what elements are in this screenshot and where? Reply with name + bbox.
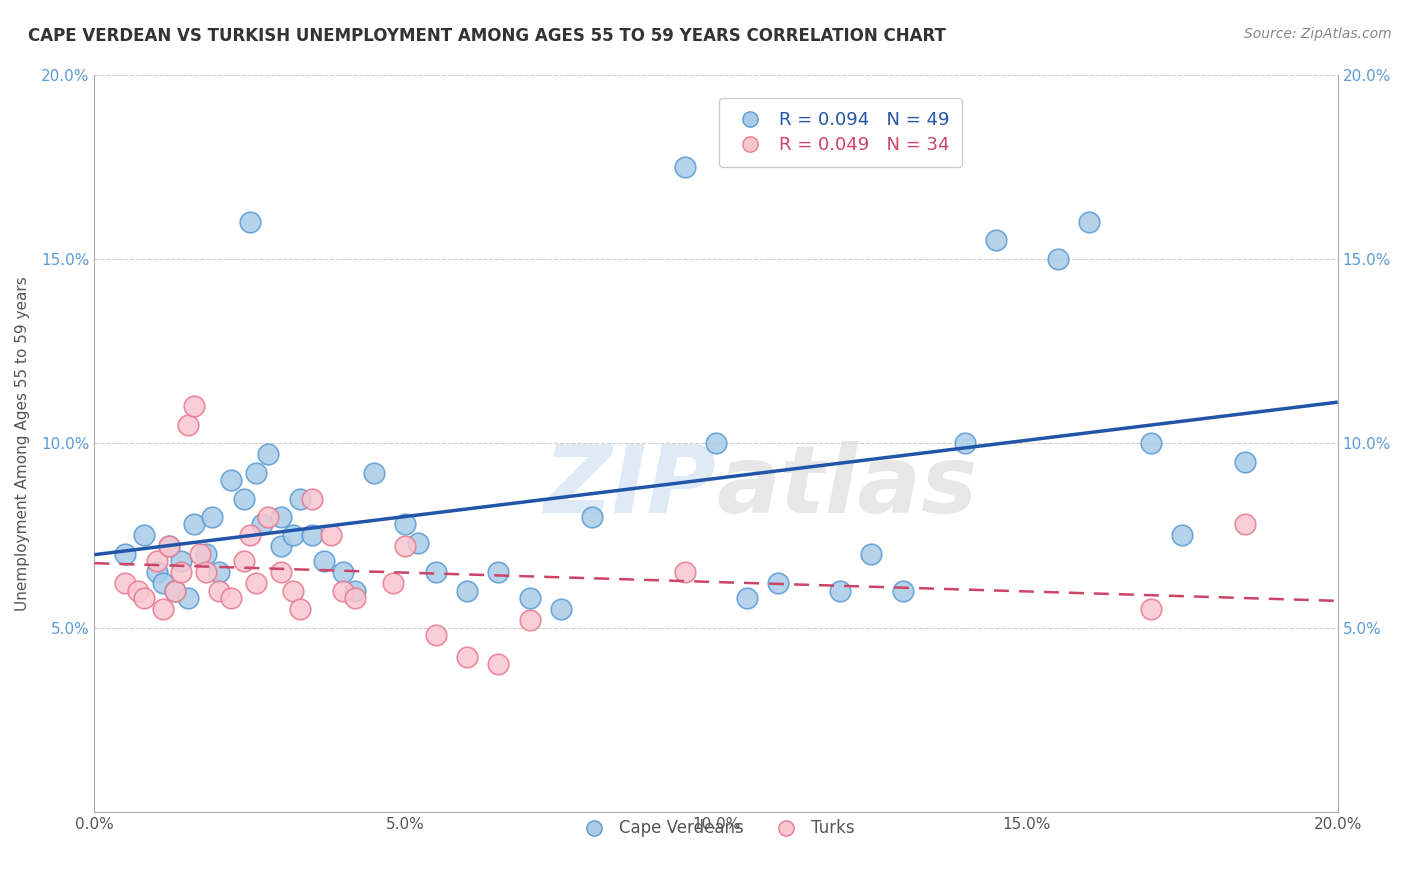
Point [953,436,976,450]
Point [170,554,193,568]
Legend: Cape Verdeans, Turks: Cape Verdeans, Turks [571,813,860,844]
Point [425,566,447,580]
Point [581,510,603,524]
Point [219,473,242,487]
Point [1078,215,1101,229]
Point [301,528,323,542]
Point [283,528,305,542]
Point [270,566,292,580]
Point [381,576,404,591]
Text: CAPE VERDEAN VS TURKISH UNEMPLOYMENT AMONG AGES 55 TO 59 YEARS CORRELATION CHART: CAPE VERDEAN VS TURKISH UNEMPLOYMENT AMO… [28,27,946,45]
Point [735,591,758,605]
Point [550,602,572,616]
Point [183,517,205,532]
Point [344,583,367,598]
Point [239,528,262,542]
Point [127,583,149,598]
Point [301,491,323,506]
Point [1171,528,1194,542]
Point [319,528,342,542]
Point [232,554,254,568]
Point [132,528,155,542]
Point [257,510,280,524]
Point [1233,455,1256,469]
Point [704,436,727,450]
Point [145,554,167,568]
Point [239,215,262,229]
Point [406,535,429,549]
Point [344,591,367,605]
Point [165,583,187,598]
Point [519,591,541,605]
Point [456,583,478,598]
Point [132,591,155,605]
Point [456,650,478,665]
Point [245,466,267,480]
Point [488,657,510,672]
Point [157,540,180,554]
Text: atlas: atlas [716,442,977,533]
Point [195,547,218,561]
Point [519,613,541,627]
Point [152,602,174,616]
Point [1140,436,1163,450]
Point [1140,602,1163,616]
Point [195,566,218,580]
Point [170,566,193,580]
Point [250,517,273,532]
Point [425,628,447,642]
Point [176,417,198,432]
Point [257,447,280,461]
Point [152,576,174,591]
Point [673,566,696,580]
Point [984,234,1007,248]
Point [283,583,305,598]
Point [232,491,254,506]
Point [394,517,416,532]
Point [488,566,510,580]
Point [673,160,696,174]
Text: Source: ZipAtlas.com: Source: ZipAtlas.com [1244,27,1392,41]
Point [188,547,211,561]
Point [768,576,790,591]
Point [114,576,136,591]
Point [830,583,852,598]
Point [114,547,136,561]
Point [165,583,187,598]
Point [891,583,914,598]
Point [201,510,224,524]
Point [1233,517,1256,532]
Point [394,540,416,554]
Point [157,540,180,554]
Point [1046,252,1069,266]
Point [245,576,267,591]
Y-axis label: Unemployment Among Ages 55 to 59 years: Unemployment Among Ages 55 to 59 years [15,276,30,610]
Point [270,510,292,524]
Point [183,400,205,414]
Point [145,566,167,580]
Point [208,583,231,598]
Point [860,547,883,561]
Point [270,540,292,554]
Point [314,554,336,568]
Text: ZIP: ZIP [543,442,716,533]
Point [176,591,198,605]
Point [288,602,311,616]
Point [219,591,242,605]
Point [332,583,354,598]
Point [208,566,231,580]
Point [363,466,385,480]
Point [332,566,354,580]
Point [288,491,311,506]
